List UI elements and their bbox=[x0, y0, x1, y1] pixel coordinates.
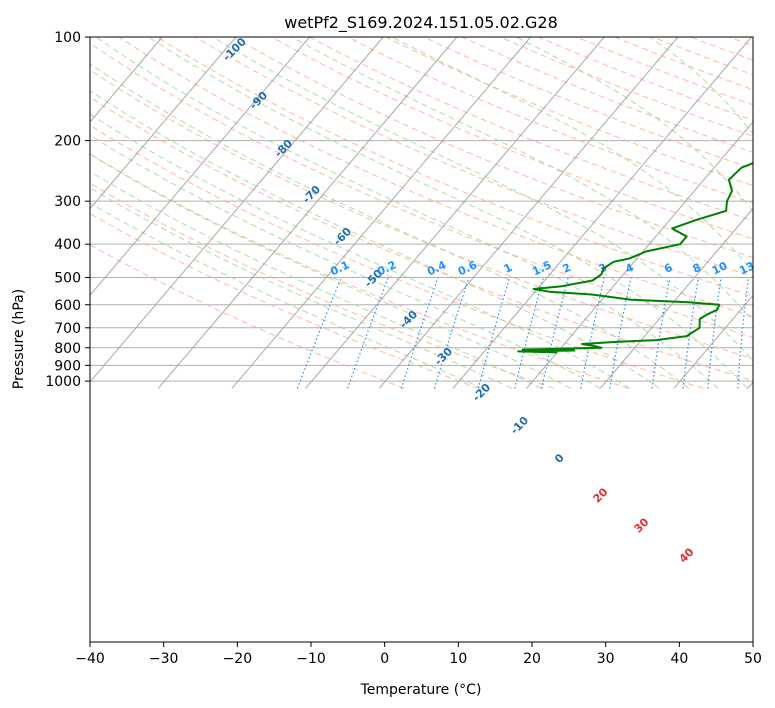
isotherm-line bbox=[90, 37, 384, 383]
y-tick-label: 700 bbox=[54, 321, 81, 337]
moist-adiabat-line bbox=[90, 187, 513, 389]
x-tick-label: 50 bbox=[744, 651, 762, 667]
moist-adiabat-line bbox=[90, 63, 690, 389]
dry-adiabat-line bbox=[90, 69, 753, 360]
x-tick-label: −20 bbox=[223, 651, 253, 667]
moist-adiabat-line bbox=[90, 134, 601, 389]
mixing-ratio-label: 10 bbox=[710, 259, 730, 277]
x-tick-label: −40 bbox=[75, 651, 105, 667]
profile-series bbox=[517, 162, 753, 354]
dewpoint-profile-line bbox=[517, 162, 753, 354]
moist-adiabat-line bbox=[516, 37, 753, 213]
isotherm-line bbox=[157, 37, 458, 389]
pressure-gridlines bbox=[90, 37, 753, 382]
moist-adiabats bbox=[90, 37, 753, 389]
isotherm-line bbox=[673, 294, 753, 389]
mixing-ratio-lines bbox=[296, 277, 749, 389]
x-tick-label: 40 bbox=[670, 651, 688, 667]
plot-frame bbox=[89, 36, 754, 643]
y-tick-label: 600 bbox=[54, 298, 81, 314]
y-tick-label: 400 bbox=[54, 237, 81, 253]
isotherm-line bbox=[90, 37, 310, 297]
mixing-ratio-label: 13 bbox=[737, 259, 756, 277]
dry-adiabat-line bbox=[270, 37, 753, 240]
dry-adiabat-line bbox=[90, 124, 704, 389]
mixing-ratio-line bbox=[477, 277, 511, 389]
isotherm-line bbox=[231, 37, 531, 389]
mixing-ratio-line bbox=[514, 277, 544, 389]
y-tick-label: 1000 bbox=[45, 374, 81, 390]
isotherms bbox=[90, 37, 753, 389]
y-tick-label: 100 bbox=[54, 30, 81, 46]
plot-area: 203040-100-90-80-70-60-50-40-30-20-1000.… bbox=[90, 37, 756, 566]
x-tick-label: −10 bbox=[296, 651, 326, 667]
mixing-ratio-line bbox=[296, 277, 342, 389]
isotherm-line bbox=[305, 37, 605, 389]
mixing-ratio-line bbox=[541, 277, 569, 389]
x-tick-label: 0 bbox=[380, 651, 389, 667]
moist-adiabat-line bbox=[90, 202, 483, 389]
x-tick-label: 20 bbox=[523, 651, 541, 667]
x-axis-label: Temperature (°C) bbox=[360, 682, 482, 698]
mixing-ratio-line bbox=[347, 277, 389, 389]
moist-adiabat-line bbox=[90, 170, 542, 389]
moist-adiabat-line bbox=[90, 153, 572, 389]
isotherm-line bbox=[526, 121, 753, 389]
moist-adiabat-line bbox=[90, 90, 660, 389]
y-tick-label: 900 bbox=[54, 358, 81, 374]
dry-adiabat-line bbox=[346, 37, 753, 204]
isotherm-line bbox=[378, 37, 679, 389]
y-tick-label: 300 bbox=[54, 194, 81, 210]
isotherm-line bbox=[452, 37, 752, 389]
y-axis-label: Pressure (hPa) bbox=[11, 289, 27, 389]
y-tick-label: 800 bbox=[54, 341, 81, 357]
dry-adiabat-line bbox=[155, 37, 753, 297]
x-tick-label: 30 bbox=[597, 651, 615, 667]
moist-adiabat-line bbox=[148, 37, 748, 389]
y-tick-label: 200 bbox=[54, 134, 81, 150]
isotherm-line bbox=[599, 207, 753, 389]
dry-adiabat-line bbox=[232, 37, 753, 259]
isotherm-line bbox=[90, 37, 237, 210]
x-tick-label: −30 bbox=[149, 651, 179, 667]
dry-adiabat-line bbox=[117, 37, 753, 318]
axes-ticks: −40 −30 −20 −10 0 10 20 30 40 50 100 200 300 400 500 60… bbox=[45, 30, 762, 667]
dry-adiabat-line bbox=[90, 96, 753, 382]
dry-adiabat-line bbox=[90, 212, 480, 389]
isotherm-line bbox=[90, 37, 163, 123]
chart-title: wetPf2_S169.2024.151.05.02.G28 bbox=[284, 13, 558, 33]
dry-adiabat-line bbox=[90, 244, 405, 389]
y-tick-label: 500 bbox=[54, 271, 81, 287]
moist-adiabat-line bbox=[95, 37, 719, 389]
x-tick-label: 10 bbox=[449, 651, 467, 667]
